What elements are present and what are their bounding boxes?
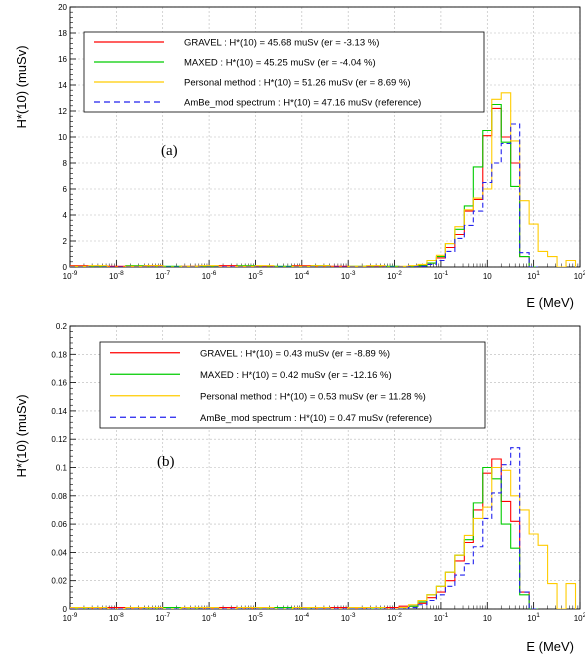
x-tick-label: 10-2 xyxy=(387,612,402,623)
y-tick-label: 0.06 xyxy=(51,520,67,529)
x-tick-label: 10-6 xyxy=(202,612,217,623)
y-tick-label: 16 xyxy=(58,55,67,64)
x-axis: 10-9 10-8 10-7 10-6 10-5 10-4 10-3 10-2 10-1 10 10… xyxy=(63,602,585,623)
series-group xyxy=(70,92,577,267)
series-group xyxy=(70,447,577,609)
x-tick-label: 10-6 xyxy=(202,270,217,281)
x-tick-label: 10-1 xyxy=(434,612,449,623)
x-tick-label: 102 xyxy=(574,270,585,281)
y-tick-label: 0 xyxy=(63,263,68,272)
x-tick-label: 10-3 xyxy=(341,270,356,281)
y-tick-label: 0.14 xyxy=(51,407,67,416)
y-tick-label: 20 xyxy=(58,3,67,12)
y-tick-label: 0.18 xyxy=(51,350,67,359)
legend-entry: Personal method : H*(10) = 0.53 muSv (er… xyxy=(200,391,426,402)
legend-entry: AmBe_mod spectrum : H*(10) = 0.47 muSv (… xyxy=(200,413,432,424)
chart-panel-a: 0 2 4 6 8 10 12 14 16 18 20 10-9 10-8 10-7 10-6 10-5 10-… xyxy=(14,3,585,310)
y-tick-label: 0.1 xyxy=(56,464,68,473)
panel-label: (b) xyxy=(157,454,175,470)
x-tick-label: 10-1 xyxy=(434,270,449,281)
x-tick-label: 101 xyxy=(527,270,540,281)
y-tick-label: 8 xyxy=(63,159,68,168)
legend-entry: AmBe_mod spectrum : H*(10) = 47.16 muSv … xyxy=(184,98,421,109)
y-axis: 0 0.02 0.04 0.06 0.08 0.1 0.12 0.14 0.16 0.18 0.2 xyxy=(51,322,76,614)
legend-entry: GRAVEL : H*(10) = 0.43 muSv (er = -8.89 … xyxy=(200,348,390,359)
y-tick-label: 0.02 xyxy=(51,577,67,586)
series-line-maxed xyxy=(70,103,539,267)
x-tick-label: 10-5 xyxy=(248,270,263,281)
y-tick-label: 0.16 xyxy=(51,379,67,388)
legend-entry: MAXED : H*(10) = 45.25 muSv (er = -4.04 … xyxy=(184,58,376,69)
y-tick-label: 0 xyxy=(63,605,68,614)
y-tick-label: 0.12 xyxy=(51,435,67,444)
y-axis: 0 2 4 6 8 10 12 14 16 18 20 xyxy=(58,3,76,272)
x-tick-label: 10-7 xyxy=(155,270,170,281)
x-tick-label: 10-9 xyxy=(63,270,78,281)
legend: GRAVEL : H*(10) = 0.43 muSv (er = -8.89 … xyxy=(99,341,486,429)
legend-entry: GRAVEL : H*(10) = 45.68 muSv (er = -3.13… xyxy=(184,38,379,49)
legend: GRAVEL : H*(10) = 45.68 muSv (er = -3.13… xyxy=(83,31,485,113)
x-tick-label: 102 xyxy=(574,612,585,623)
y-axis-label: H*(10) (muSv) xyxy=(14,394,29,477)
x-axis-label: E (MeV) xyxy=(526,295,574,310)
legend-box xyxy=(99,341,486,429)
x-tick-label: 10-7 xyxy=(155,612,170,623)
y-tick-label: 4 xyxy=(63,211,68,220)
y-tick-label: 12 xyxy=(58,107,67,116)
x-axis: 10-9 10-8 10-7 10-6 10-5 10-4 10-3 10-2 10-1 10 10… xyxy=(63,260,585,281)
series-line-personal-method xyxy=(70,92,577,267)
y-tick-label: 10 xyxy=(58,133,67,142)
series-line-personal-method xyxy=(70,466,577,609)
y-tick-label: 14 xyxy=(58,81,67,90)
y-axis-label: H*(10) (muSv) xyxy=(14,45,29,128)
y-tick-label: 18 xyxy=(58,29,67,38)
chart-panel-b: 0 0.02 0.04 0.06 0.08 0.1 0.12 0.14 0.16 0.18 0.2 1… xyxy=(14,322,585,654)
x-tick-label: 10-5 xyxy=(248,612,263,623)
panel-label: (a) xyxy=(161,143,178,159)
y-tick-label: 6 xyxy=(63,185,68,194)
series-line-gravel xyxy=(70,458,539,609)
x-tick-label: 101 xyxy=(527,612,540,623)
series-line-gravel xyxy=(70,107,539,267)
x-axis-label: E (MeV) xyxy=(526,639,574,654)
x-tick-label: 10-3 xyxy=(341,612,356,623)
x-tick-label: 10-4 xyxy=(294,270,309,281)
series-line-maxed xyxy=(70,466,539,609)
legend-box xyxy=(83,31,485,113)
x-tick-label: 10-8 xyxy=(109,612,124,623)
y-tick-label: 0.08 xyxy=(51,492,67,501)
legend-entry: MAXED : H*(10) = 0.42 muSv (er = -12.16 … xyxy=(200,370,392,381)
x-tick-label: 10 xyxy=(483,614,492,623)
series-line-ambe-mod xyxy=(70,123,539,267)
y-tick-label: 0.04 xyxy=(51,548,67,557)
legend-entry: Personal method : H*(10) = 51.26 muSv (e… xyxy=(184,78,411,89)
x-tick-label: 10-2 xyxy=(387,270,402,281)
x-tick-label: 10-9 xyxy=(63,612,78,623)
y-tick-label: 0.2 xyxy=(56,322,68,331)
series-line-ambe-mod xyxy=(70,447,539,609)
x-tick-label: 10 xyxy=(483,272,492,281)
x-tick-label: 10-8 xyxy=(109,270,124,281)
y-tick-label: 2 xyxy=(63,237,68,246)
x-tick-label: 10-4 xyxy=(294,612,309,623)
